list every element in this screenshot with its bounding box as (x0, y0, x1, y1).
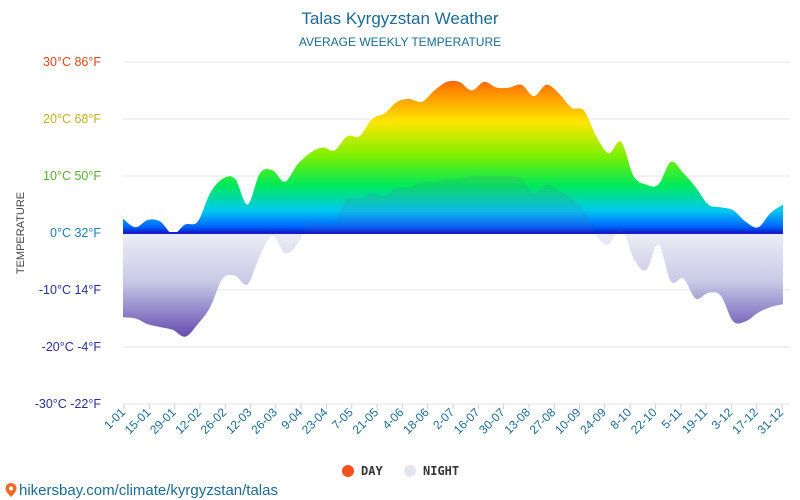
chart-subtitle: AVERAGE WEEKLY TEMPERATURE (299, 35, 501, 49)
chart-title: Talas Kyrgyzstan Weather (301, 9, 498, 28)
y-tick-label: -10°C 14°F (39, 283, 101, 297)
x-tick-label: 12-03 (223, 405, 255, 437)
x-tick-label: 16-07 (451, 405, 483, 437)
x-tick-label: 17-12 (729, 405, 761, 437)
legend-day-marker (342, 465, 354, 477)
y-tick-label: 30°C 86°F (43, 55, 101, 69)
day-area (123, 80, 783, 233)
x-tick-label: 12-02 (172, 405, 204, 437)
x-tick-label: 27-08 (527, 405, 559, 437)
x-tick-label: 21-05 (350, 405, 382, 437)
x-tick-label: 15-01 (122, 405, 154, 437)
y-tick-label: -20°C -4°F (42, 340, 102, 354)
x-tick-label: 24-09 (577, 405, 609, 437)
legend-night-marker (404, 465, 416, 477)
y-axis-label: TEMPERATURE (15, 192, 27, 274)
night-area-above-zero (123, 175, 783, 233)
y-tick-labels: 30°C 86°F 20°C 68°F 10°C 50°F 0°C 32°F -10°C… (35, 55, 102, 411)
y-tick-label: -30°C -22°F (35, 397, 102, 411)
legend-day-label: DAY (361, 464, 383, 478)
night-area-below-zero (123, 233, 783, 337)
x-tick-label: 19-11 (679, 405, 710, 436)
x-tick-label: 23-04 (299, 405, 331, 437)
x-tick-label: 31-12 (755, 405, 787, 437)
x-tick-label: 26-03 (248, 405, 280, 437)
y-tick-label: 20°C 68°F (43, 112, 101, 126)
x-tick-label: 30-07 (476, 405, 508, 437)
x-tick-label: 10-09 (552, 405, 584, 437)
x-tick-label: 13-08 (501, 405, 533, 437)
map-pin-hole (9, 486, 13, 491)
y-tick-label: 10°C 50°F (43, 169, 101, 183)
source-link[interactable]: hikersbay.com/climate/kyrgyzstan/talas (5, 482, 278, 499)
y-tick-label: 0°C 32°F (50, 226, 101, 240)
x-tick-labels: 1-0115-0129-0112-0226-0212-0326-039-0423… (101, 404, 786, 437)
legend: DAY NIGHT (342, 464, 459, 478)
x-tick-label: 26-02 (198, 405, 230, 437)
series-layer (123, 80, 783, 337)
x-tick-label: 18-06 (400, 405, 432, 437)
legend-night-label: NIGHT (423, 464, 459, 478)
x-tick-label: 29-01 (147, 405, 179, 437)
source-url[interactable]: hikersbay.com/climate/kyrgyzstan/talas (19, 482, 278, 499)
x-tick-label: 22-10 (628, 405, 660, 437)
